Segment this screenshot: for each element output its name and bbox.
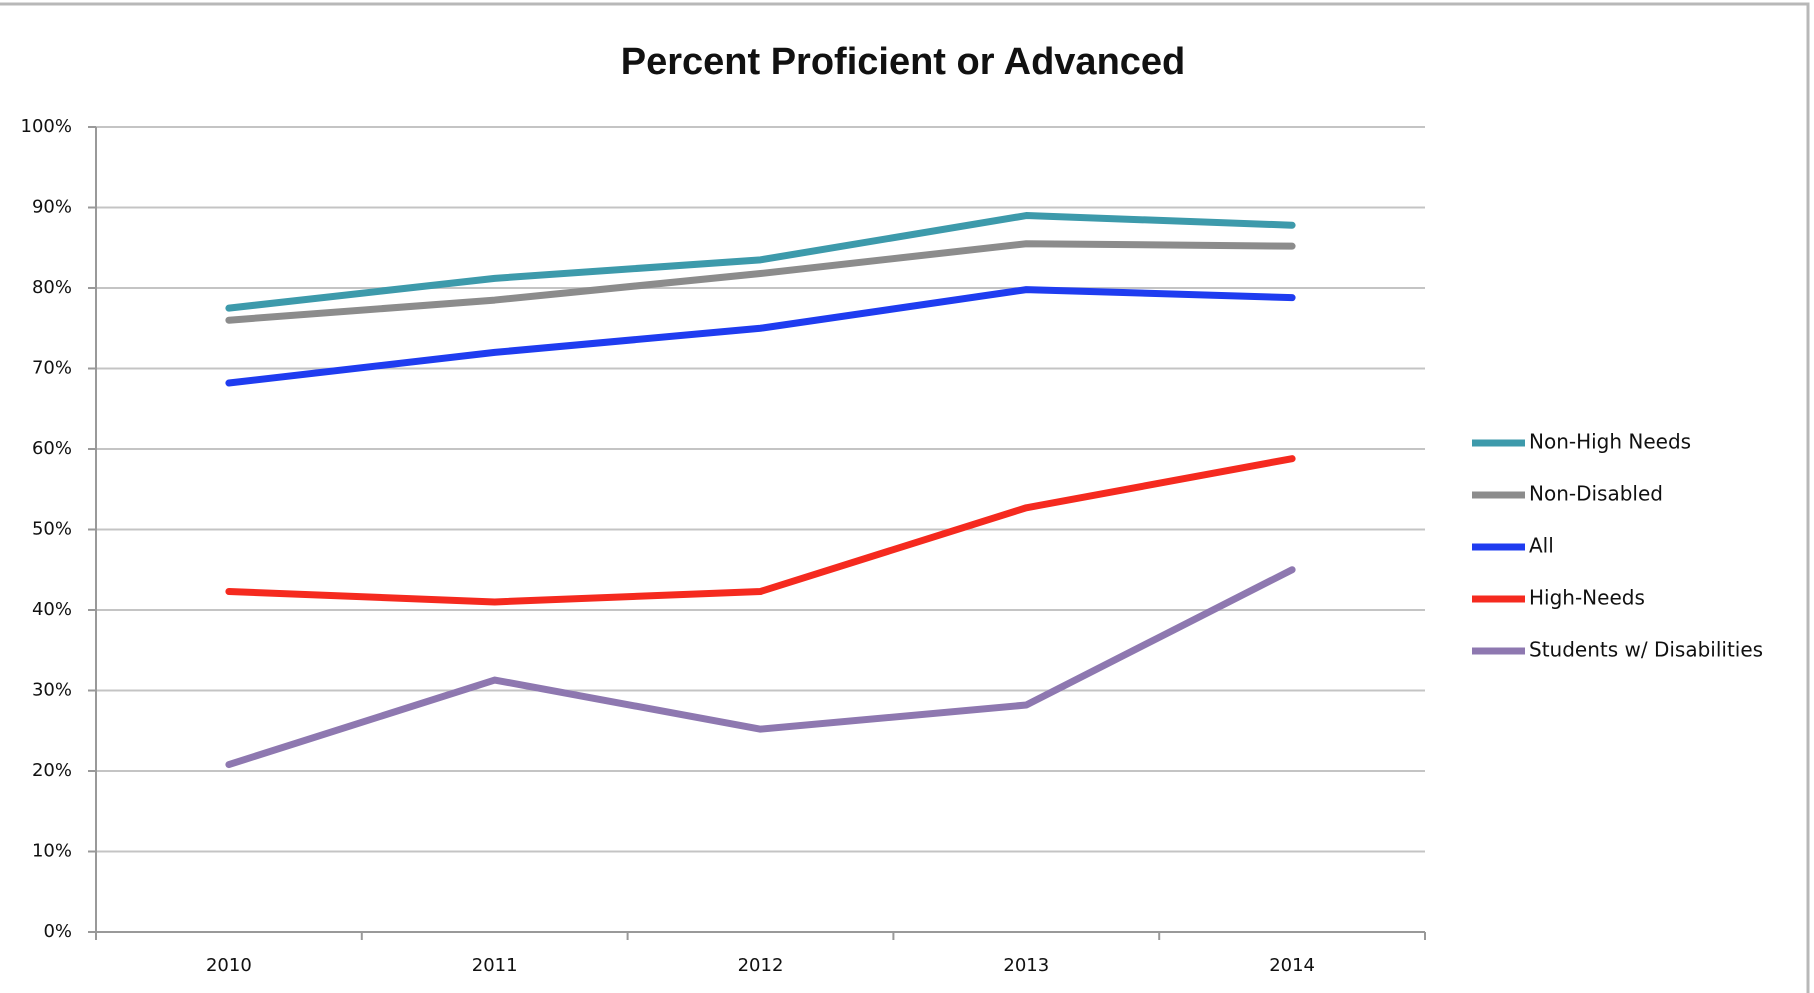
y-tick-label: 20%	[32, 760, 72, 781]
legend-label: Non-High Needs	[1529, 430, 1691, 454]
legend-label: All	[1529, 534, 1554, 558]
legend-label: High-Needs	[1529, 586, 1645, 610]
y-tick-label: 0%	[43, 921, 72, 942]
series-line	[225, 455, 1296, 606]
y-tick-label: 70%	[32, 358, 72, 379]
legend-label: Students w/ Disabilities	[1529, 638, 1763, 662]
x-tick-label: 2013	[1003, 955, 1049, 976]
x-tick-label: 2014	[1269, 955, 1315, 976]
series-line	[225, 286, 1296, 387]
x-tick-label: 2011	[472, 955, 518, 976]
y-tick-label: 90%	[32, 197, 72, 218]
y-tick-label: 40%	[32, 599, 72, 620]
legend-label: Non-Disabled	[1529, 482, 1663, 506]
y-tick-label: 10%	[32, 841, 72, 862]
y-tick-label: 100%	[21, 116, 72, 137]
y-tick-label: 80%	[32, 277, 72, 298]
y-tick-label: 30%	[32, 680, 72, 701]
series-line	[225, 566, 1296, 769]
y-tick-label: 60%	[32, 438, 72, 459]
x-tick-label: 2010	[206, 955, 252, 976]
series-line	[225, 212, 1296, 312]
y-tick-label: 50%	[32, 519, 72, 540]
x-tick-label: 2012	[738, 955, 784, 976]
series-line	[225, 240, 1296, 324]
chart-title: Percent Proficient or Advanced	[621, 41, 1186, 83]
